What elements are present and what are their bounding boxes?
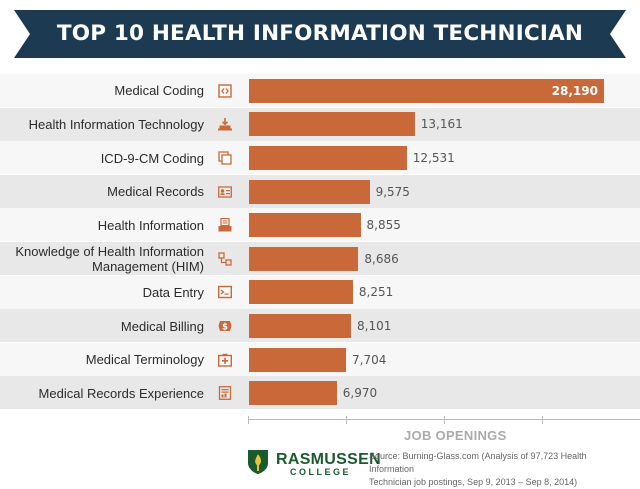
category-label: Medical Terminology [14,352,204,367]
source-line-2: Technician job postings, Sep 9, 2013 – S… [369,477,578,487]
data-label: 8,855 [366,218,401,233]
bar [249,314,352,338]
money-icon: $ [218,321,232,333]
bar [249,78,604,103]
category-label-line: Medical Records [107,184,204,200]
bar [249,280,353,305]
bar [249,112,415,137]
terminal-icon [218,286,232,299]
chart-title: TOP 10 HEALTH INFORMATION TECHNICIAN SKI… [56,21,584,94]
data-label: 7,704 [352,352,387,367]
data-label: 12,531 [412,151,455,165]
svg-text:$: $ [222,323,228,333]
category-label: Knowledge of Health Information Managemen… [14,244,204,274]
banner-shape [14,10,626,58]
category-label: Health Information [14,218,204,233]
code-icon [218,84,232,98]
x-axis-label: JOB OPENINGS [404,428,507,443]
category-label-line: ICD-9-CM Coding [100,150,204,166]
category-label: ICD-9-CM Coding [14,151,204,166]
category-label-line: Data Entry [142,284,204,300]
category-label: Medical Records Experience [14,386,204,401]
category-label-line: Medical Coding [114,83,204,99]
category-label: Medical Billing [14,319,204,334]
file-tray-icon [218,218,232,232]
category-label-line: Management (HIM) [92,258,204,274]
source-note: Source: Burning-Glass.com (Analysis of 9… [369,450,634,489]
data-label: 13,161 [420,117,463,132]
bar [249,179,370,204]
x-axis-tick [444,416,445,424]
category-label-line: Medical Terminology [85,352,204,368]
x-axis-tick [542,416,543,424]
bar [249,347,347,372]
title-banner: TOP 10 HEALTH INFORMATION TECHNICIAN SKI… [14,10,626,94]
category-label: Medical Records [14,184,204,199]
logo-name: RASMUSSEN [276,451,381,468]
category-label-line: Medical Records Experience [38,385,204,401]
flowchart-icon [218,252,232,266]
data-label: 8,251 [358,285,394,300]
category-label: Health Information Technology [14,117,204,132]
category-label-line: Health Information Technology [28,116,204,132]
rasmussen-logo-shield-icon [248,450,268,474]
source-line-1: Source: Burning-Glass.com (Analysis of 9… [369,451,587,474]
data-label: 9,575 [375,184,410,199]
category-label: Data Entry [14,285,204,300]
category-label-line: Knowledge of Health Information [15,243,204,259]
laptop-download-icon [218,118,232,131]
category-label-line: Medical Billing [120,318,204,334]
bar [249,146,407,170]
bar [249,381,337,406]
bar [249,213,361,238]
stacked-pages-icon [218,151,232,165]
bar [249,246,359,271]
category-label-line: Health Information [97,217,204,233]
data-label: 8,686 [364,251,399,266]
data-label: 8,101 [357,319,392,333]
chart-document-icon [218,386,232,401]
data-label: 28,190 [551,83,598,98]
medical-kit-icon [218,353,232,367]
x-axis-tick [248,416,249,424]
logo-subtitle: COLLEGE [290,467,352,477]
data-label: 6,970 [342,386,378,401]
category-label: Medical Coding [14,83,204,98]
x-axis-tick [346,416,347,424]
id-card-icon [218,185,232,198]
